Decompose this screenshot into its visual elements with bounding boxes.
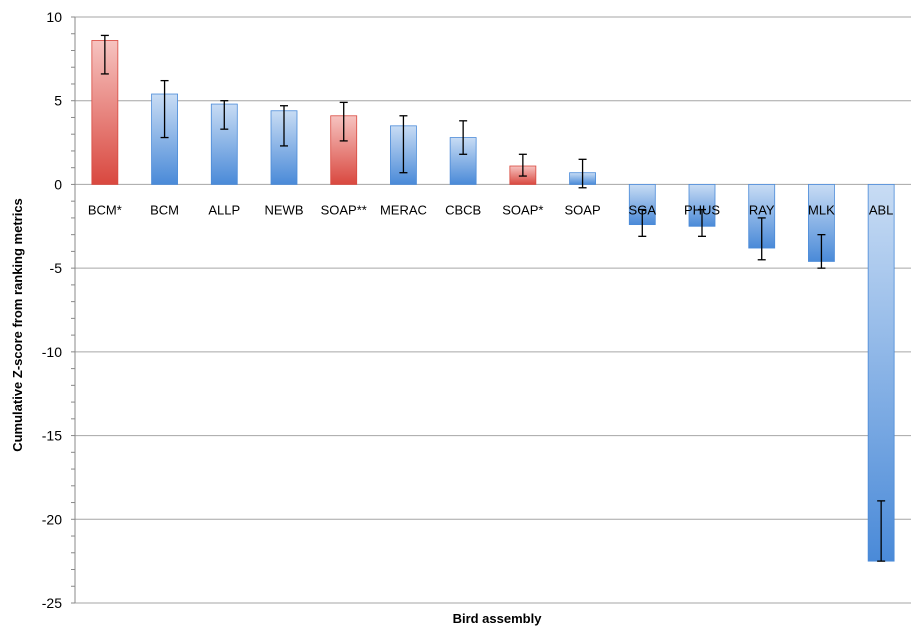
- category-label: SOAP*: [502, 202, 543, 217]
- category-label: MERAC: [380, 202, 427, 217]
- y-tick-label: -20: [42, 511, 62, 527]
- category-label: BCM: [150, 202, 179, 217]
- y-axis-title: Cumulative Z-score from ranking metrics: [10, 198, 25, 452]
- y-tick-label: -15: [42, 428, 62, 444]
- category-label: SOAP: [565, 202, 601, 217]
- category-label: MLK: [808, 202, 835, 217]
- y-tick-label: -5: [50, 260, 63, 276]
- category-labels: BCM* BCM ALLP NEWB SOAP** MERAC CBCB SOAP* SOAP S…: [88, 202, 894, 217]
- y-tick-label: 0: [54, 176, 62, 192]
- category-label: ALLP: [208, 202, 240, 217]
- y-tick-label: 5: [54, 93, 62, 109]
- category-label: RAY: [749, 202, 775, 217]
- category-label: CBCB: [445, 202, 481, 217]
- category-label: BCM*: [88, 202, 122, 217]
- x-axis-title: Bird assembly: [453, 611, 543, 626]
- bars: [92, 40, 894, 561]
- y-tick-label: 10: [46, 9, 62, 25]
- y-axis-ticks: 10 5 0 -5 -10 -15 -20 -25: [42, 9, 75, 611]
- category-label: ABL: [869, 202, 894, 217]
- y-tick-label: -10: [42, 344, 62, 360]
- gridlines: [75, 17, 911, 603]
- category-label: SOAP**: [321, 202, 367, 217]
- y-tick-label: -25: [42, 595, 62, 611]
- category-label: SGA: [629, 202, 657, 217]
- category-label: NEWB: [265, 202, 304, 217]
- category-label: PHUS: [684, 202, 720, 217]
